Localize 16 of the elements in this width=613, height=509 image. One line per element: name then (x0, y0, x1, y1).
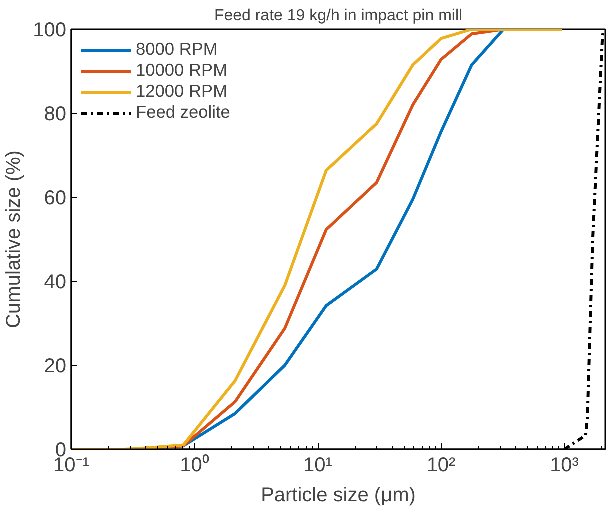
x-tick-label: 10⁰ (180, 454, 210, 476)
y-axis-title: Cumulative size (%) (3, 150, 26, 328)
x-tick-label: 10² (426, 454, 456, 476)
x-tick-label: 10¹ (304, 454, 333, 476)
legend-label: Feed zeolite (136, 102, 230, 123)
y-tick-label: 80 (44, 104, 67, 126)
y-tick-label: 100 (33, 20, 67, 42)
legend-label: 10000 RPM (136, 60, 228, 81)
legend-label: 12000 RPM (136, 81, 228, 102)
legend-label: 8000 RPM (136, 39, 218, 60)
chart-title: Feed rate 19 kg/h in impact pin mill (214, 8, 463, 24)
y-tick-label: 40 (44, 272, 67, 294)
y-tick-label: 20 (44, 356, 67, 378)
y-tick-label: 60 (44, 188, 67, 210)
x-axis-title: Particle size (μm) (261, 484, 416, 506)
x-tick-label: 10³ (550, 454, 580, 476)
